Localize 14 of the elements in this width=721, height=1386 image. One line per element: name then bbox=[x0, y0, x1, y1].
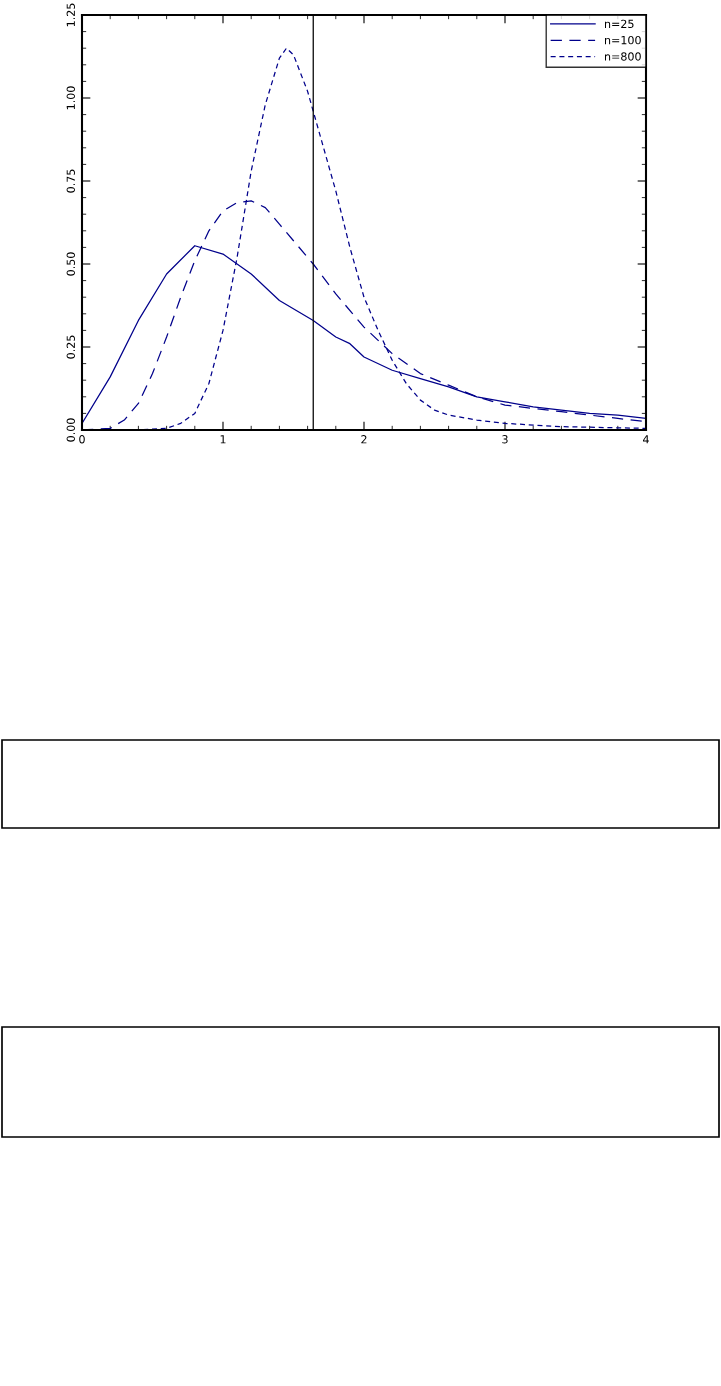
legend-label: n=800 bbox=[605, 52, 641, 61]
y-tick-label: 0.00 bbox=[66, 418, 75, 442]
x-tick-label: 4 bbox=[643, 435, 649, 444]
y-tick-label: 0.25 bbox=[66, 335, 75, 359]
y-tick-label: 0.75 bbox=[66, 169, 75, 193]
y-tick-label: 1.00 bbox=[66, 86, 75, 110]
x-tick-label: 3 bbox=[502, 435, 508, 444]
y-tick-label: 1.25 bbox=[66, 3, 75, 27]
x-tick-label: 0 bbox=[79, 435, 85, 444]
y-tick-label: 0.50 bbox=[66, 252, 75, 276]
x-tick-label: 2 bbox=[361, 435, 367, 444]
legend-label: n=100 bbox=[605, 35, 641, 45]
legend-label: n=25 bbox=[605, 19, 634, 29]
x-tick-label: 1 bbox=[220, 435, 226, 444]
